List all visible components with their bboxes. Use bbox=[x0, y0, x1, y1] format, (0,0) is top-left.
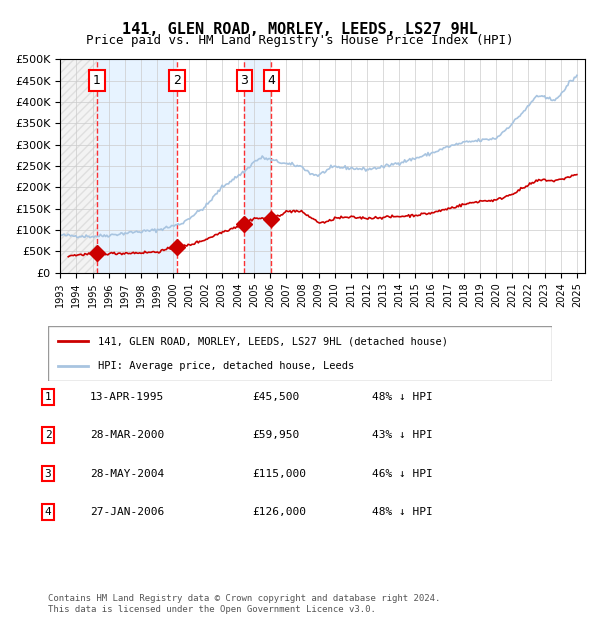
Text: 3: 3 bbox=[44, 469, 52, 479]
Text: 2: 2 bbox=[173, 74, 181, 87]
Text: £126,000: £126,000 bbox=[252, 507, 306, 517]
Text: 2: 2 bbox=[44, 430, 52, 440]
Text: 48% ↓ HPI: 48% ↓ HPI bbox=[372, 507, 433, 517]
Bar bbox=[97, 60, 177, 273]
FancyBboxPatch shape bbox=[48, 326, 552, 381]
Text: £59,950: £59,950 bbox=[252, 430, 299, 440]
Text: 1: 1 bbox=[44, 392, 52, 402]
Text: 4: 4 bbox=[268, 74, 275, 87]
Text: Price paid vs. HM Land Registry's House Price Index (HPI): Price paid vs. HM Land Registry's House … bbox=[86, 34, 514, 47]
Text: 4: 4 bbox=[44, 507, 52, 517]
Text: 141, GLEN ROAD, MORLEY, LEEDS, LS27 9HL (detached house): 141, GLEN ROAD, MORLEY, LEEDS, LS27 9HL … bbox=[98, 336, 448, 346]
Text: 43% ↓ HPI: 43% ↓ HPI bbox=[372, 430, 433, 440]
Text: 1: 1 bbox=[93, 74, 101, 87]
Text: 3: 3 bbox=[241, 74, 248, 87]
Text: 27-JAN-2006: 27-JAN-2006 bbox=[90, 507, 164, 517]
Text: £115,000: £115,000 bbox=[252, 469, 306, 479]
Text: 28-MAR-2000: 28-MAR-2000 bbox=[90, 430, 164, 440]
Text: 48% ↓ HPI: 48% ↓ HPI bbox=[372, 392, 433, 402]
Text: £45,500: £45,500 bbox=[252, 392, 299, 402]
Text: 141, GLEN ROAD, MORLEY, LEEDS, LS27 9HL: 141, GLEN ROAD, MORLEY, LEEDS, LS27 9HL bbox=[122, 22, 478, 37]
Text: Contains HM Land Registry data © Crown copyright and database right 2024.
This d: Contains HM Land Registry data © Crown c… bbox=[48, 595, 440, 614]
Text: 46% ↓ HPI: 46% ↓ HPI bbox=[372, 469, 433, 479]
Bar bbox=[60, 60, 97, 273]
Bar bbox=[244, 60, 271, 273]
Text: 28-MAY-2004: 28-MAY-2004 bbox=[90, 469, 164, 479]
Text: 13-APR-1995: 13-APR-1995 bbox=[90, 392, 164, 402]
Text: HPI: Average price, detached house, Leeds: HPI: Average price, detached house, Leed… bbox=[98, 361, 355, 371]
